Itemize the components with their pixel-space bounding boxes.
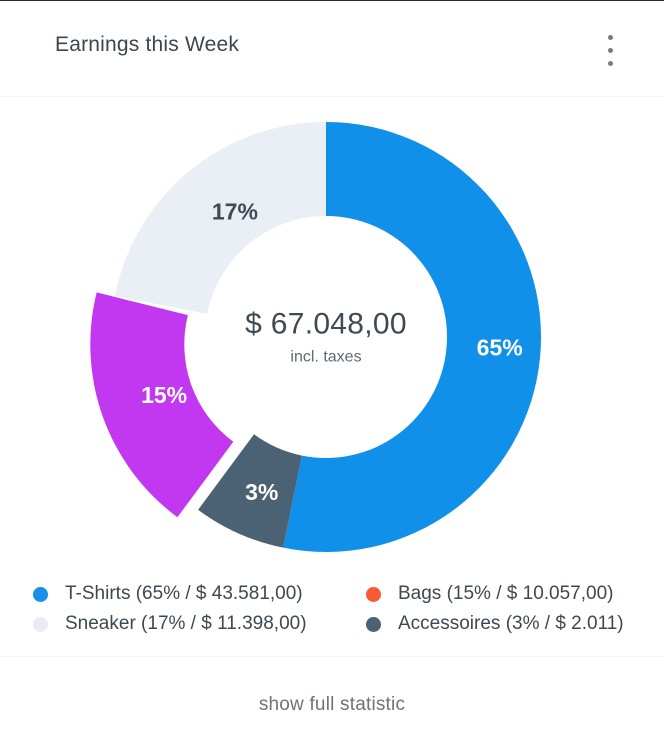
legend-dot-icon xyxy=(33,616,48,632)
donut-slice-sneaker[interactable] xyxy=(114,122,326,314)
kebab-dot-icon xyxy=(607,60,613,66)
legend-item-bags[interactable]: Bags (15% / $ 10.057,00) xyxy=(366,583,653,605)
slice-label-accessoires: 3% xyxy=(245,479,278,505)
slice-label-t-shirts: 65% xyxy=(477,335,523,361)
legend-item-sneaker[interactable]: Sneaker (17% / $ 11.398,00) xyxy=(33,613,366,635)
legend-label: Bags (15% / $ 10.057,00) xyxy=(398,583,614,604)
slice-label-bags: 15% xyxy=(141,382,187,408)
chart-legend: T-Shirts (65% / $ 43.581,00) Bags (15% / … xyxy=(33,583,653,635)
legend-dot-icon xyxy=(33,586,48,602)
slice-label-sneaker: 17% xyxy=(212,199,258,225)
legend-item-accessoires[interactable]: Accessoires (3% / $ 2.011) xyxy=(366,613,653,635)
donut-slice-t-shirts[interactable] xyxy=(283,122,542,552)
legend-label: T-Shirts (65% / $ 43.581,00) xyxy=(65,583,303,604)
kebab-dot-icon xyxy=(607,47,613,53)
header-divider xyxy=(0,96,664,97)
kebab-menu-button[interactable] xyxy=(596,27,624,73)
legend-dot-icon xyxy=(366,616,381,632)
legend-label: Sneaker (17% / $ 11.398,00) xyxy=(65,613,307,634)
card-header: Earnings this Week xyxy=(0,1,664,96)
page-title: Earnings this Week xyxy=(55,33,240,56)
donut-slice-bags[interactable] xyxy=(90,292,234,518)
legend-item-t-shirts[interactable]: T-Shirts (65% / $ 43.581,00) xyxy=(33,583,366,605)
card-footer: show full statistic xyxy=(0,657,664,752)
show-full-statistic-link[interactable]: show full statistic xyxy=(258,694,406,715)
donut-slice-accessoires[interactable] xyxy=(198,434,302,548)
legend-dot-icon xyxy=(366,586,381,602)
legend-label: Accessoires (3% / $ 2.011) xyxy=(398,613,624,634)
kebab-dot-icon xyxy=(607,34,613,40)
footer-divider xyxy=(0,656,664,657)
donut-chart: 65% 3% 17% 15% xyxy=(90,122,542,552)
